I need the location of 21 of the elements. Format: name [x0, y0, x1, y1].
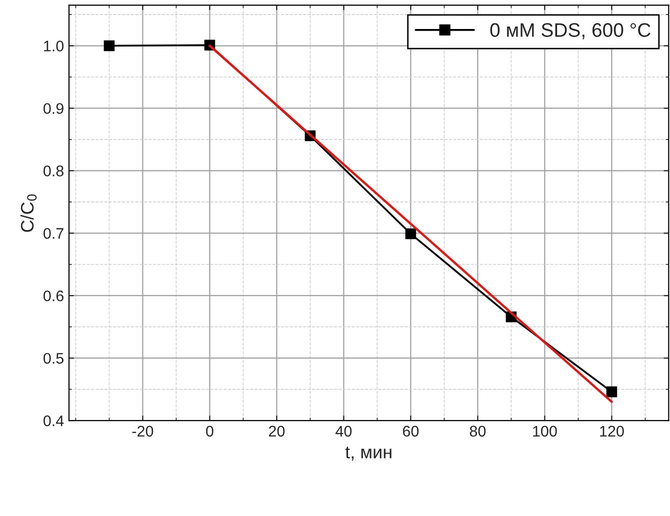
y-tick-label: 0.7	[44, 228, 64, 239]
y-tick-label: 0.9	[44, 103, 64, 114]
point	[606, 386, 618, 398]
x-tick-label: 80	[470, 426, 486, 437]
legend-label: 0 мМ SDS, 600 °C	[490, 23, 650, 40]
x-tick-label: -20	[132, 426, 154, 437]
y-axis-title: C/C$_{0}$	[20, 194, 37, 232]
point	[104, 40, 115, 52]
x-tick-label: 0	[206, 426, 214, 437]
y-tick-label: 0.8	[44, 166, 64, 176]
x-tick-label: 20	[268, 426, 285, 437]
point	[405, 228, 416, 240]
x-tick-label: 120	[600, 426, 624, 437]
y-tick-label: 0.5	[44, 352, 64, 364]
x-tick-label: 40	[336, 426, 352, 437]
y-tick-label: 1.0	[44, 40, 64, 52]
x-tick-label: 60	[402, 426, 419, 437]
y-tick-label: 0.6	[44, 290, 64, 302]
y-tick-label: 0.4	[44, 415, 64, 426]
x-tick-label: 100	[533, 426, 557, 437]
x-axis-title: t, мин	[345, 446, 392, 461]
